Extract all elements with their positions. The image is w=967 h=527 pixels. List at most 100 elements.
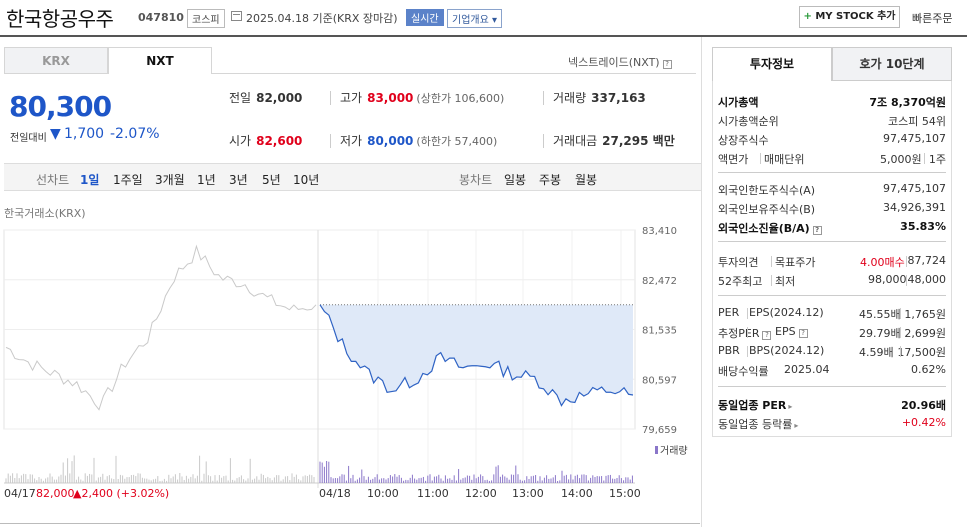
est-per-value: 29.79배 [859, 327, 901, 340]
w52-low-label: 최저 [775, 275, 796, 288]
header-divider [0, 35, 967, 37]
panel-divider [701, 37, 702, 527]
est-eps-value: 2,699원 [904, 327, 946, 340]
period-1d[interactable]: 1일 [80, 173, 100, 187]
change-percent: -2.07% [110, 126, 160, 142]
foreign-hold-label: 외국인보유주식수(B) [718, 203, 816, 216]
right-tabs: 투자정보 호가 10단계 [712, 47, 952, 81]
period-3m[interactable]: 3개월 [155, 173, 185, 187]
w52-high-label: 52주최고 [718, 275, 763, 288]
realtime-button[interactable]: 실시간 [406, 9, 444, 26]
stat-low-limit: (하한가 57,400) [416, 135, 498, 148]
row-pbr: PBR BPS(2024.12) 4.59배 17,500원 [718, 342, 946, 360]
tab-orderbook[interactable]: 호가 10단계 [832, 47, 952, 81]
y-tick-label: 82,472 [642, 276, 677, 287]
tab-invest-info[interactable]: 투자정보 [712, 47, 832, 81]
period-3y[interactable]: 3년 [229, 173, 248, 187]
stat-separator [543, 134, 544, 148]
candle-monthly[interactable]: 월봉 [575, 173, 598, 187]
section-divider [718, 172, 946, 173]
foreign-limit-value: 97,475,107 [883, 182, 946, 195]
candle-daily[interactable]: 일봉 [504, 173, 527, 187]
price-line [319, 304, 634, 407]
help-icon[interactable]: ? [812, 226, 822, 235]
opinion-label: 투자의견 [718, 256, 759, 269]
section-divider [718, 386, 946, 387]
fast-order-link[interactable]: 빠른주문 [912, 12, 953, 25]
change-label: 전일대비 [10, 133, 47, 144]
mystock-add-button[interactable]: + MY STOCK 추가 [799, 6, 900, 28]
cap-rank-label: 시가총액순위 [718, 115, 779, 128]
stat-prev-value: 82,000 [256, 91, 303, 105]
period-10y[interactable]: 10년 [293, 173, 320, 187]
est-per-label: 추정PER? [718, 325, 772, 341]
ind-per-value: 20.96배 [901, 399, 946, 412]
stat-volume-label: 거래량 [553, 91, 587, 105]
footer-change: ▲2,400 (+3.02%) [73, 487, 169, 500]
line-chart-label[interactable]: 선차트 [36, 173, 70, 187]
candle-weekly[interactable]: 주봉 [539, 173, 562, 187]
row-divider [906, 275, 907, 286]
par-value: 5,000원 [880, 153, 922, 166]
row-divider [760, 153, 761, 164]
period-5y[interactable]: 5년 [262, 173, 281, 187]
prev-day-line [5, 244, 317, 411]
date-text: 2025.04.18 기준(KRX 장마감) [246, 12, 398, 25]
x-tick-label: 04/17 [4, 487, 36, 500]
ind-per-text: 동일업종 PER [718, 399, 787, 412]
stat-amount: 거래대금 27,295 백만 [553, 132, 675, 149]
lot-label: 매매단위 [764, 153, 805, 166]
price-chart[interactable]: 83,410 82,472 81,535 80,597 79,659 거래량 04/17 04… [0, 218, 700, 523]
stat-high-value: 83,000 [367, 91, 414, 105]
target-label: 목표주가 [775, 256, 816, 269]
y-tick-label: 80,597 [642, 375, 677, 386]
help-icon[interactable]: ? [762, 331, 772, 340]
period-1y[interactable]: 1년 [197, 173, 216, 187]
tab-nxt[interactable]: NXT [108, 47, 212, 74]
ind-rate-value: +0.42% [901, 416, 946, 429]
per-value: 45.55배 [859, 308, 901, 321]
nxt-info-link[interactable]: 넥스트레이드(NXT)? [568, 54, 672, 70]
period-1w[interactable]: 1주일 [113, 173, 143, 187]
stat-prev-label: 전일 [229, 91, 252, 105]
shares-label: 상장주식수 [718, 134, 769, 147]
x-tick-label: 10:00 [367, 487, 399, 500]
ind-rate-label: 동일업종 등락률 ▸ [718, 416, 798, 432]
stat-open-label: 시가 [229, 134, 252, 148]
current-price: 80,300 [9, 90, 112, 123]
y-tick-label: 79,659 [642, 425, 677, 436]
per-label: PER [718, 306, 740, 319]
est-per-text: 추정PER [718, 327, 760, 340]
plus-icon: + [803, 11, 812, 22]
stock-name: 한국항공우주 [6, 7, 114, 31]
stat-volume: 거래량 337,163 [553, 89, 646, 106]
row-est-per: 추정PER? EPS? 29.79배 2,699원 [718, 323, 946, 341]
pbr-value: 4.59배 [859, 346, 894, 359]
eps-label: EPS(2024.12) [749, 306, 824, 319]
calendar-icon [231, 11, 242, 21]
stat-high-limit: (상한가 106,600) [416, 92, 505, 105]
help-icon[interactable]: ? [798, 329, 808, 338]
help-icon[interactable]: ? [662, 60, 672, 69]
caret-right-icon: ▸ [794, 421, 799, 430]
row-foreign-ratio: 외국인소진율(B/A)? 35.83% [718, 218, 946, 236]
row-divider [900, 308, 901, 319]
corp-info-dropdown[interactable]: 기업개요 ▾ [447, 9, 502, 28]
x-tick-label: 12:00 [465, 487, 497, 500]
w52-high-value: 98,000 [868, 273, 907, 286]
row-par-lot: 액면가 매매단위 5,000원 1주 [718, 149, 946, 167]
stat-open-value: 82,600 [256, 134, 303, 148]
row-divider [747, 327, 748, 338]
tab-krx[interactable]: KRX [4, 47, 108, 74]
par-label: 액면가 [718, 153, 749, 166]
foreign-ratio-label: 외국인소진율(B/A)? [718, 220, 822, 236]
stat-high-label: 고가 [340, 91, 363, 105]
candle-chart-label[interactable]: 봉차트 [459, 173, 493, 187]
stock-code: 047810 [138, 11, 184, 24]
row-divider [900, 346, 901, 357]
div-label: 배당수익률 [718, 365, 769, 378]
row-opinion: 투자의견 목표주가 4.00매수 87,724 [718, 252, 946, 270]
volume-legend-label: 거래량 [660, 445, 688, 457]
div-date: 2025.04 [784, 363, 830, 376]
volume-legend-swatch [655, 446, 658, 454]
